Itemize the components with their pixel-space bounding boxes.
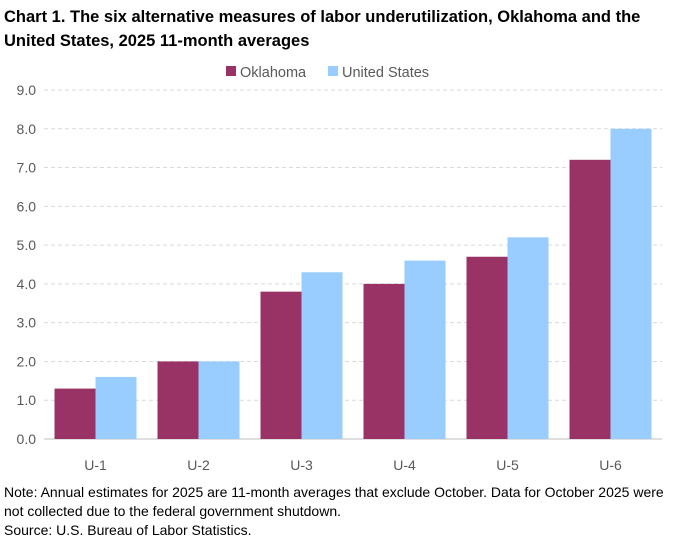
bar-united-states-U-4 xyxy=(404,260,446,439)
x-tick-label: U-6 xyxy=(599,457,622,473)
bar-united-states-U-6 xyxy=(610,128,652,439)
bar-oklahoma-U-5 xyxy=(466,256,508,439)
bar-united-states-U-1 xyxy=(95,376,137,439)
y-tick-label: 8.0 xyxy=(17,121,37,137)
bar-oklahoma-U-2 xyxy=(157,361,199,439)
y-tick-label: 4.0 xyxy=(17,276,37,292)
legend-swatch xyxy=(328,66,338,76)
bar-oklahoma-U-3 xyxy=(260,291,302,439)
x-tick-label: U-4 xyxy=(393,457,416,473)
x-tick-label: U-1 xyxy=(84,457,107,473)
y-tick-label: 5.0 xyxy=(17,237,37,253)
bar-oklahoma-U-4 xyxy=(363,283,405,439)
chart-notes: Note: Annual estimates for 2025 are 11-m… xyxy=(4,483,669,540)
x-tick-label: U-2 xyxy=(187,457,210,473)
legend-swatch xyxy=(226,66,236,76)
y-tick-label: 3.0 xyxy=(17,315,37,331)
x-tick-label: U-5 xyxy=(496,457,519,473)
x-tick-label: U-3 xyxy=(290,457,313,473)
legend-label-0: Oklahoma xyxy=(240,65,307,81)
bar-united-states-U-3 xyxy=(301,272,343,439)
y-tick-label: 9.0 xyxy=(17,82,37,98)
source-text: Source: U.S. Bureau of Labor Statistics. xyxy=(4,522,252,538)
bar-oklahoma-U-6 xyxy=(569,159,611,440)
y-tick-label: 6.0 xyxy=(17,198,37,214)
y-tick-label: 2.0 xyxy=(17,353,37,369)
y-tick-label: 7.0 xyxy=(17,160,37,176)
y-tick-label: 1.0 xyxy=(17,392,37,408)
bar-united-states-U-5 xyxy=(507,237,549,439)
note-text: Note: Annual estimates for 2025 are 11-m… xyxy=(4,484,664,519)
legend-label-1: United States xyxy=(342,65,429,81)
chart-title: Chart 1. The six alternative measures of… xyxy=(4,8,641,50)
bar-oklahoma-U-1 xyxy=(54,388,96,439)
y-tick-label: 0.0 xyxy=(17,431,37,447)
bar-united-states-U-2 xyxy=(198,361,240,439)
